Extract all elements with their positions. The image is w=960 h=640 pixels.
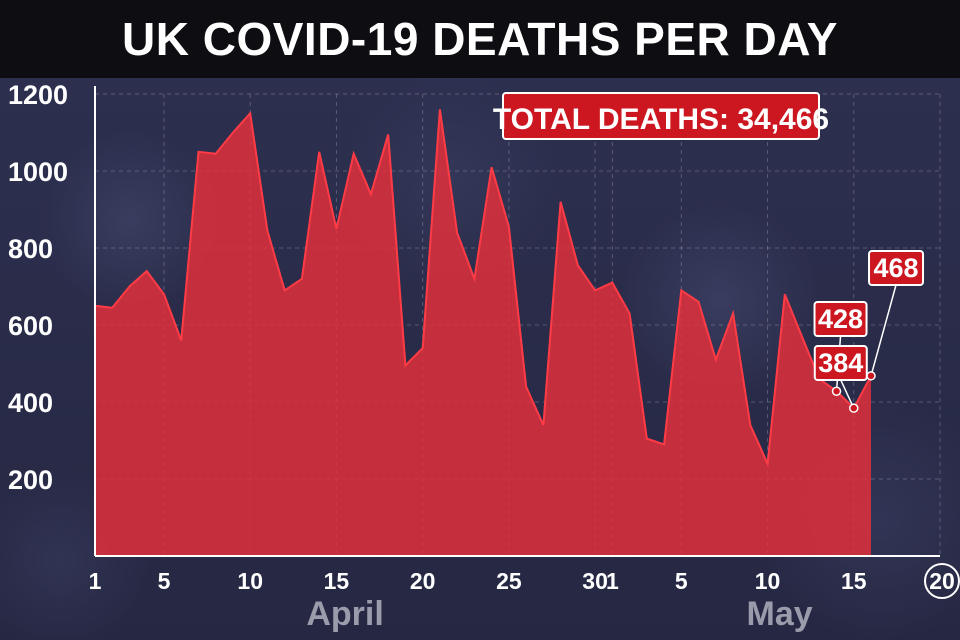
annotation-label: 428 [818, 304, 863, 334]
deaths-line [94, 109, 872, 468]
month-label: April [306, 595, 383, 633]
x-tick-label: 15 [841, 568, 867, 594]
annotation-point [849, 403, 859, 413]
annotation-label: 468 [873, 253, 918, 283]
x-tick-label: 25 [496, 568, 522, 594]
x-tick-label: 30 [582, 568, 608, 594]
title-bar: UK COVID-19 DEATHS PER DAY [0, 0, 960, 78]
chart-title: UK COVID-19 DEATHS PER DAY [122, 13, 838, 65]
annotation-point [866, 371, 876, 381]
annotation-box [813, 301, 868, 337]
annotation-label: 384 [818, 348, 863, 378]
axes [94, 86, 940, 557]
y-tick-label: 1000 [8, 157, 68, 187]
annotation-box [813, 345, 868, 381]
x-tick-label: 1 [89, 568, 102, 594]
y-tick-label: 1200 [8, 80, 68, 110]
month-label: May [747, 595, 813, 633]
annotation-box [868, 250, 925, 286]
annotation-point [831, 386, 842, 396]
y-tick-label: 200 [8, 465, 53, 495]
x-axis-ticks: 1 5 10 15 20 25 301 5 10 15 20 [89, 563, 960, 599]
x-tick-label: 5 [675, 568, 688, 594]
y-tick-label: 600 [8, 311, 53, 341]
x-tick-label: 10 [237, 568, 263, 594]
x-tick-label: 20 [929, 568, 955, 594]
annotation-leader [870, 284, 897, 377]
x-tick-label: 15 [324, 568, 350, 594]
x-tick-label: 10 [755, 568, 781, 594]
x-tick-label: 5 [158, 568, 171, 594]
y-tick-label: 800 [8, 234, 53, 264]
x-tick-label: 20 [410, 568, 436, 594]
total-deaths-label: TOTAL DEATHS: 34,466 [493, 103, 829, 136]
annotation-leader [840, 379, 855, 409]
total-deaths-box: TOTAL DEATHS: 34,466 [493, 92, 829, 140]
x-tick-circle [924, 563, 960, 599]
x-tick-label: 1 [606, 568, 619, 594]
month-labels: April May [306, 595, 812, 633]
annotations: 428 384 468 [813, 250, 925, 413]
y-tick-label: 400 [8, 388, 53, 418]
deaths-area [95, 109, 871, 557]
y-axis-ticks: 200 400 600 800 1000 1200 [8, 80, 68, 495]
